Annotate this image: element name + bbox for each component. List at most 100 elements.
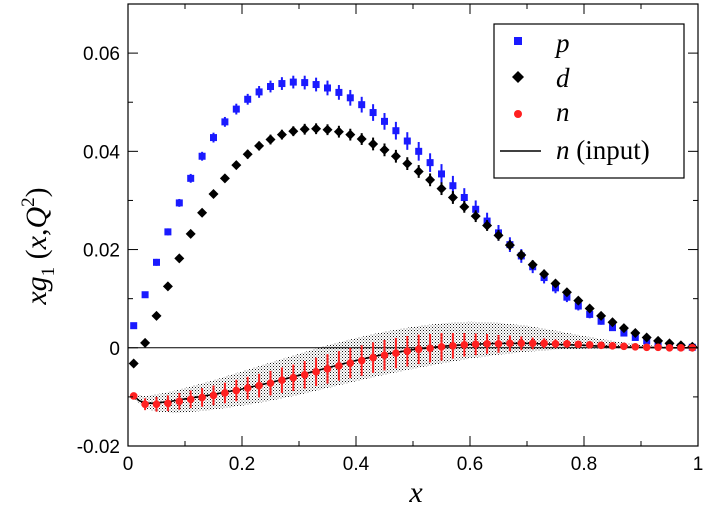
- point-p: [597, 317, 605, 325]
- point-p: [210, 134, 217, 142]
- legend-label-n: n: [556, 97, 570, 127]
- point-d: [618, 323, 629, 334]
- x-axis-title: x: [408, 476, 423, 506]
- point-d: [413, 166, 424, 177]
- point-d: [333, 126, 344, 137]
- y-axis-title-sup: 2: [18, 197, 39, 207]
- point-d: [197, 207, 208, 218]
- point-d: [128, 358, 139, 369]
- point-n: [460, 341, 469, 349]
- point-d: [493, 230, 504, 241]
- point-p: [221, 118, 229, 126]
- uncertainty-band: [133, 321, 698, 414]
- y-axis-title-open: (: [20, 249, 53, 267]
- point-p: [312, 81, 320, 89]
- point-d: [254, 140, 265, 151]
- point-d: [482, 220, 493, 231]
- point-n: [426, 344, 434, 353]
- point-n: [186, 395, 195, 404]
- point-p: [130, 322, 138, 330]
- point-n: [346, 359, 355, 367]
- point-p: [381, 117, 388, 125]
- y-axis-title-q: Q: [20, 207, 53, 229]
- y-axis-title: xg1 (x,Q2): [18, 187, 59, 305]
- point-n: [506, 339, 514, 348]
- y-tick-label: 0: [109, 339, 120, 360]
- point-n: [449, 342, 457, 350]
- point-p: [574, 302, 582, 310]
- point-p: [449, 182, 457, 190]
- y-tick-label: 0.02: [83, 241, 120, 262]
- y-tick-label: 0.04: [83, 142, 120, 163]
- point-p: [289, 78, 297, 86]
- point-d: [516, 249, 527, 260]
- point-p: [609, 324, 616, 332]
- point-p: [141, 291, 149, 299]
- x-tick-label: 0.2: [229, 454, 255, 475]
- point-d: [653, 335, 664, 346]
- point-d: [584, 303, 595, 314]
- point-n: [232, 386, 241, 395]
- point-d: [561, 287, 572, 298]
- point-p: [460, 193, 468, 201]
- point-n: [528, 339, 537, 348]
- point-p: [324, 84, 331, 92]
- point-d: [470, 211, 481, 222]
- point-n: [574, 340, 583, 349]
- point-p: [255, 88, 263, 96]
- point-d: [390, 151, 401, 162]
- point-n: [175, 397, 184, 406]
- point-p: [232, 105, 240, 113]
- point-d: [185, 228, 196, 239]
- legend-marker-d: [512, 71, 524, 83]
- point-n: [380, 351, 389, 359]
- x-tick-label: 1: [693, 454, 704, 475]
- point-d: [242, 149, 253, 160]
- point-n: [631, 342, 640, 351]
- point-n: [300, 370, 309, 379]
- point-p: [301, 79, 309, 87]
- uncertainty-band-layer: [133, 321, 698, 414]
- point-d: [539, 269, 550, 280]
- x-tick-label: 0.8: [571, 454, 597, 475]
- point-n: [312, 368, 320, 376]
- point-p: [403, 137, 411, 145]
- point-d: [550, 278, 561, 289]
- point-n: [255, 381, 263, 390]
- point-d: [379, 144, 390, 155]
- legend-label-d: d: [556, 63, 570, 93]
- y-axis-title-g: g: [20, 276, 53, 291]
- point-d: [208, 189, 219, 200]
- point-d: [322, 124, 333, 135]
- point-d: [596, 310, 607, 321]
- y-axis-title-close: ): [20, 187, 53, 197]
- point-n: [414, 345, 423, 354]
- point-n: [585, 341, 594, 349]
- point-n: [517, 339, 526, 348]
- x-tick-label: 0.4: [343, 454, 370, 475]
- point-n: [551, 340, 560, 348]
- point-d: [607, 317, 618, 328]
- point-n: [198, 393, 206, 402]
- point-p: [392, 127, 400, 135]
- point-d: [459, 201, 470, 212]
- y-tick-label: -0.02: [77, 437, 120, 458]
- point-d: [265, 134, 276, 145]
- point-p: [153, 258, 160, 266]
- point-n: [642, 343, 651, 352]
- point-d: [425, 174, 436, 185]
- point-n: [654, 343, 662, 352]
- point-n: [677, 343, 685, 352]
- point-d: [356, 134, 367, 145]
- point-p: [472, 205, 480, 213]
- point-p: [369, 109, 377, 117]
- legend-marker-n: [514, 110, 522, 118]
- point-p: [164, 228, 172, 236]
- legend-label-p: p: [554, 28, 570, 58]
- point-d: [219, 173, 230, 184]
- y-tick-label: 0.06: [83, 44, 120, 65]
- point-n: [471, 340, 480, 349]
- point-n: [483, 340, 491, 348]
